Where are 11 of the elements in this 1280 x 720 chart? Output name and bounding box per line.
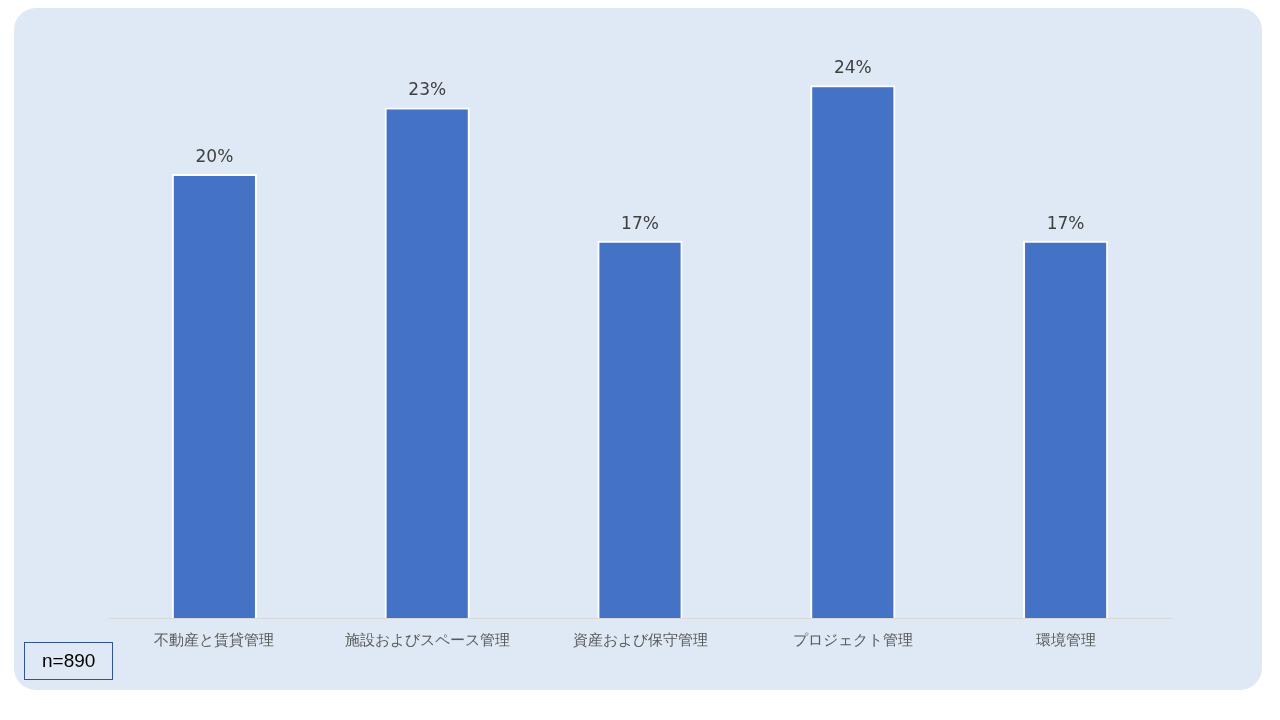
x-tick-label: 不動産と賃貸管理	[154, 630, 275, 649]
data-label: 17%	[1046, 212, 1085, 233]
data-label: 24%	[833, 57, 872, 78]
data-label: 20%	[195, 145, 234, 166]
x-tick-label: 環境管理	[1035, 630, 1096, 649]
x-tick-label: プロジェクト管理	[792, 630, 913, 649]
x-tick-label: 資産および保守管理	[572, 630, 708, 649]
data-label: 17%	[621, 212, 659, 233]
x-tick-label: 施設およびスペース管理	[344, 630, 510, 649]
text: n=890	[24, 642, 114, 680]
data-label: 23%	[408, 79, 447, 100]
